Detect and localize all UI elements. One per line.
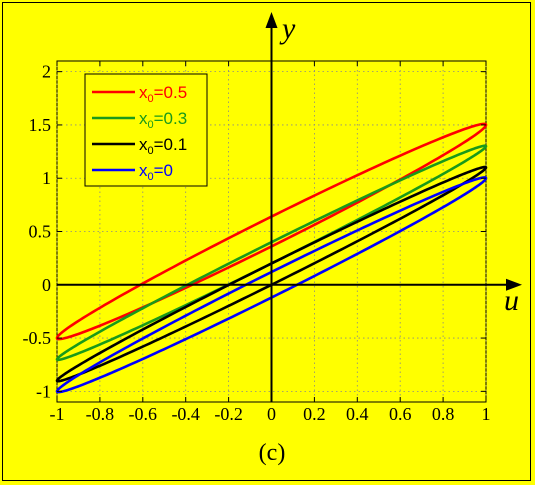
x-axis-label: u bbox=[504, 284, 519, 317]
x-tick-label: 0 bbox=[267, 404, 276, 424]
x-tick-label: -0.8 bbox=[86, 404, 115, 424]
series-line bbox=[55, 165, 488, 383]
x-tick-label: -0.2 bbox=[214, 404, 243, 424]
y-axis-label: y bbox=[279, 12, 296, 45]
y-tick-label: -0.5 bbox=[23, 328, 52, 348]
y-axis-arrow bbox=[265, 12, 278, 28]
x-tick-label: 0.4 bbox=[346, 404, 369, 424]
panel-label: (c) bbox=[259, 440, 286, 466]
x-tick-label: 1 bbox=[482, 404, 491, 424]
x-tick-label: -1 bbox=[50, 404, 65, 424]
u-axis-arrow bbox=[506, 278, 522, 291]
y-tick-label: 0 bbox=[42, 275, 51, 295]
x-tick-label: -0.4 bbox=[171, 404, 200, 424]
x-tick-label: 0.2 bbox=[303, 404, 326, 424]
series-line bbox=[55, 144, 488, 362]
x-tick-label: 0.6 bbox=[389, 404, 412, 424]
x-tick-label: -0.6 bbox=[129, 404, 158, 424]
x-tick-label: 0.8 bbox=[432, 404, 455, 424]
y-tick-label: 0.5 bbox=[29, 222, 52, 242]
y-tick-label: 1.5 bbox=[29, 115, 52, 135]
y-tick-label: -1 bbox=[36, 381, 51, 401]
figure-frame bbox=[2, 2, 531, 481]
y-tick-label: 2 bbox=[42, 62, 51, 82]
legend-entry: x0=0.1 bbox=[139, 135, 187, 157]
legend-entry: x0=0.3 bbox=[139, 109, 187, 131]
y-tick-label: 1 bbox=[42, 168, 51, 188]
legend-entry: x0=0 bbox=[139, 161, 173, 183]
legend-entry: x0=0.5 bbox=[139, 83, 187, 105]
